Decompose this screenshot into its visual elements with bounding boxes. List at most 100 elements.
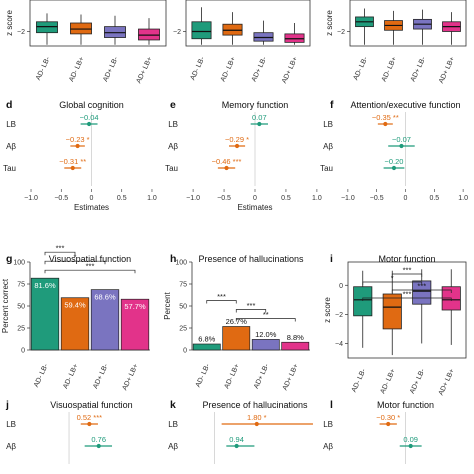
category-label: AD+ LB- <box>409 367 427 395</box>
estimate-point <box>96 443 101 449</box>
category-label: AD- LB+ <box>223 363 241 390</box>
box-body <box>253 32 274 42</box>
y-tick-label: 50 <box>17 304 25 311</box>
bracket-line <box>235 318 296 322</box>
estimate-point <box>254 421 259 427</box>
bracket-line <box>362 281 423 285</box>
category-label: AD+ LB+ <box>281 56 299 85</box>
category-label: AD- LB- <box>35 55 52 81</box>
bracket-line <box>206 300 237 304</box>
y-tick-label: −2 <box>17 29 25 36</box>
x-tick-label: 1.0 <box>147 195 157 202</box>
box-1 <box>70 14 92 45</box>
box-0 <box>36 13 58 45</box>
bracket-stars: *** <box>403 266 412 275</box>
box-body <box>70 22 92 35</box>
box-0 <box>355 8 374 45</box>
category-label: AD- LB- <box>195 362 212 388</box>
bracket-stars: *** <box>217 292 226 301</box>
panel-title: Motor function <box>377 400 434 410</box>
bracket-stars: * <box>391 274 394 283</box>
estimate-point <box>75 143 80 149</box>
box-body <box>104 26 126 38</box>
estimate-point <box>257 121 262 127</box>
box-body <box>412 280 432 305</box>
y-tick-label: 25 <box>179 326 187 333</box>
category-label: AD- LB+ <box>62 363 80 390</box>
bar-value-label: 68.6% <box>94 293 116 302</box>
bar-3 <box>120 298 150 351</box>
y-tick-label: 100 <box>13 260 25 267</box>
bracket-line <box>391 289 452 293</box>
plot-frame <box>185 0 311 47</box>
estimate-label: −0.35 ** <box>372 113 399 122</box>
y-tick-label: −2 <box>335 312 343 319</box>
x-tick-label: 0.5 <box>429 195 439 202</box>
category-label: AD- LB+ <box>68 56 86 83</box>
estimate-label: −0.07 <box>392 135 411 144</box>
bracket-stars: *** <box>403 290 412 299</box>
box-2 <box>253 20 274 45</box>
category-label: AD+ LB+ <box>438 368 456 397</box>
bar-value-label: 57.7% <box>124 302 146 311</box>
category-label: AD+ LB+ <box>438 56 456 85</box>
category-label: AD- LB- <box>33 362 50 388</box>
estimate-label: 0.09 <box>403 435 418 444</box>
panel-title: Global cognition <box>59 100 124 110</box>
significance-bracket: * <box>44 253 106 265</box>
y-axis-title: z score <box>5 10 14 36</box>
row-label: Tau <box>165 164 178 173</box>
estimate-label: −0.23 * <box>66 135 90 144</box>
panel-title: Motor function <box>378 254 435 264</box>
box-3 <box>284 23 305 45</box>
y-tick-label: 0 <box>21 348 25 355</box>
bar-value-label: 6.8% <box>198 335 215 344</box>
plot-frame <box>349 0 467 47</box>
category-label: AD+ LB- <box>251 55 269 83</box>
estimate-label: −0.04 <box>80 113 99 122</box>
estimate-label: −0.20 <box>384 157 403 166</box>
estimate-label: 0.94 <box>229 435 244 444</box>
estimate-point <box>224 165 229 171</box>
y-tick-label: −2 <box>173 29 181 36</box>
panel-label-h: h <box>170 253 176 265</box>
box-body <box>382 293 402 330</box>
bracket-stars: *** <box>417 282 426 291</box>
x-tick-label: −1.0 <box>186 195 200 202</box>
estimate-label: −0.30 * <box>376 413 400 422</box>
box-body <box>353 286 373 317</box>
row-label: LB <box>323 120 333 129</box>
category-label: AD- LB- <box>189 55 206 81</box>
bracket-stars: *** <box>247 301 256 310</box>
bar-value-label: 81.6% <box>34 281 56 290</box>
plot-frame <box>347 261 467 359</box>
x-tick-label: −0.5 <box>370 195 384 202</box>
x-tick-label: −0.5 <box>217 195 231 202</box>
box-body <box>138 28 160 41</box>
y-axis-title: z score <box>325 10 334 36</box>
significance-bracket: *** <box>44 262 136 274</box>
estimate-point <box>234 143 240 149</box>
bar-value-label: 12.0% <box>255 330 277 339</box>
category-label: AD- LB+ <box>220 56 238 83</box>
category-label: AD+ LB- <box>410 55 428 83</box>
bracket-stars: *** <box>56 244 65 253</box>
bracket-line <box>44 269 136 274</box>
bracket-line <box>391 273 423 277</box>
x-tick-label: 0.5 <box>117 195 127 202</box>
estimate-point <box>87 421 92 427</box>
panel-title: Attention/executive function <box>350 100 460 110</box>
estimate-point <box>383 121 388 127</box>
box-1 <box>222 12 243 45</box>
box-3 <box>138 18 160 45</box>
panel-label-i: i <box>330 253 333 265</box>
y-tick-label: 0 <box>339 283 343 290</box>
box-0 <box>191 7 212 45</box>
x-tick-label: 1.0 <box>458 195 468 202</box>
estimate-label: −0.31 ** <box>59 157 86 166</box>
significance-bracket: ** <box>235 310 296 322</box>
box-1 <box>384 10 403 45</box>
bar-value-label: 59.4% <box>64 301 86 310</box>
box-2 <box>412 269 432 344</box>
